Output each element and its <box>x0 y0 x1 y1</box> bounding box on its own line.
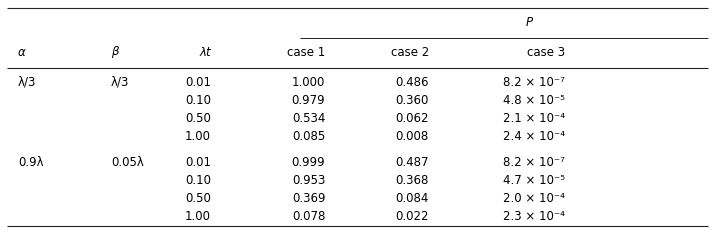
Text: 0.360: 0.360 <box>395 93 429 107</box>
Text: case 1: case 1 <box>287 46 325 59</box>
Text: 0.534: 0.534 <box>292 111 325 124</box>
Text: 8.2 × 10⁻⁷: 8.2 × 10⁻⁷ <box>503 76 565 89</box>
Text: 2.0 × 10⁻⁴: 2.0 × 10⁻⁴ <box>503 191 565 204</box>
Text: 0.062: 0.062 <box>395 111 429 124</box>
Text: 0.979: 0.979 <box>292 93 325 107</box>
Text: 4.8 × 10⁻⁵: 4.8 × 10⁻⁵ <box>503 93 565 107</box>
Text: λ/3: λ/3 <box>18 76 36 89</box>
Text: 0.10: 0.10 <box>185 93 211 107</box>
Text: 0.487: 0.487 <box>395 155 429 169</box>
Text: 0.486: 0.486 <box>395 76 429 89</box>
Text: case 3: case 3 <box>527 46 565 59</box>
Text: 0.10: 0.10 <box>185 173 211 186</box>
Text: 4.7 × 10⁻⁵: 4.7 × 10⁻⁵ <box>503 173 565 186</box>
Text: λ/3: λ/3 <box>111 76 129 89</box>
Text: 0.368: 0.368 <box>395 173 429 186</box>
Text: 0.50: 0.50 <box>185 111 211 124</box>
Text: 0.50: 0.50 <box>185 191 211 204</box>
Text: 8.2 × 10⁻⁷: 8.2 × 10⁻⁷ <box>503 155 565 169</box>
Text: λt: λt <box>199 46 211 59</box>
Text: 0.084: 0.084 <box>395 191 429 204</box>
Text: β: β <box>111 46 118 59</box>
Text: α: α <box>18 46 26 59</box>
Text: 0.999: 0.999 <box>292 155 325 169</box>
Text: 2.4 × 10⁻⁴: 2.4 × 10⁻⁴ <box>503 129 565 142</box>
Text: 0.05λ: 0.05λ <box>111 155 144 169</box>
Text: 2.1 × 10⁻⁴: 2.1 × 10⁻⁴ <box>503 111 565 124</box>
Text: 0.078: 0.078 <box>292 210 325 222</box>
Text: 0.022: 0.022 <box>395 210 429 222</box>
Text: 0.008: 0.008 <box>395 129 429 142</box>
Text: P: P <box>526 15 533 29</box>
Text: 1.000: 1.000 <box>292 76 325 89</box>
Text: 0.01: 0.01 <box>185 155 211 169</box>
Text: 1.00: 1.00 <box>185 210 211 222</box>
Text: 1.00: 1.00 <box>185 129 211 142</box>
Text: 0.01: 0.01 <box>185 76 211 89</box>
Text: 0.953: 0.953 <box>292 173 325 186</box>
Text: 0.369: 0.369 <box>292 191 325 204</box>
Text: 0.085: 0.085 <box>292 129 325 142</box>
Text: 2.3 × 10⁻⁴: 2.3 × 10⁻⁴ <box>503 210 565 222</box>
Text: case 2: case 2 <box>391 46 429 59</box>
Text: 0.9λ: 0.9λ <box>18 155 44 169</box>
